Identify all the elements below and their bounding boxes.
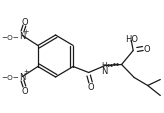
- Text: O: O: [21, 18, 28, 27]
- Text: N: N: [101, 66, 107, 75]
- Text: H: H: [101, 62, 107, 68]
- Text: N: N: [19, 72, 26, 81]
- Text: −O−: −O−: [1, 75, 19, 81]
- Text: HO: HO: [125, 35, 138, 44]
- Text: +: +: [24, 28, 29, 34]
- Text: +: +: [24, 69, 29, 75]
- Text: O: O: [21, 86, 28, 95]
- Text: O: O: [87, 82, 94, 91]
- Text: −O−: −O−: [1, 34, 19, 40]
- Text: O: O: [144, 45, 150, 54]
- Text: N: N: [19, 32, 26, 41]
